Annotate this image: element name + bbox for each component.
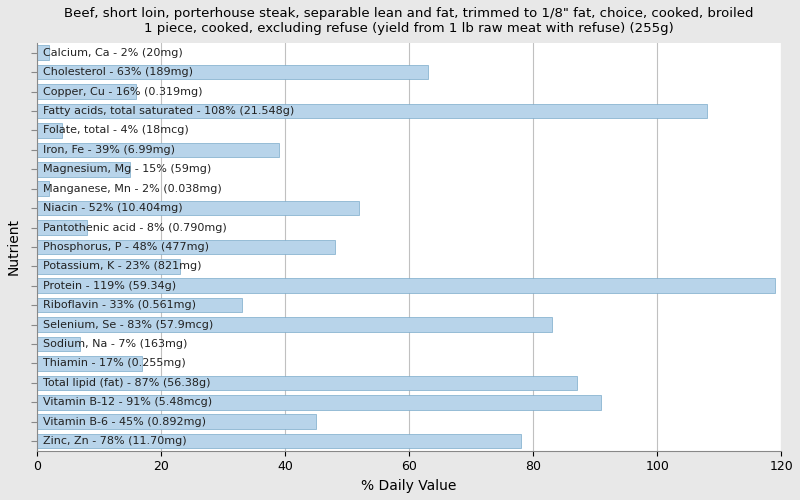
Text: Riboflavin - 33% (0.561mg): Riboflavin - 33% (0.561mg) (43, 300, 196, 310)
Text: Calcium, Ca - 2% (20mg): Calcium, Ca - 2% (20mg) (43, 48, 183, 58)
Text: Niacin - 52% (10.404mg): Niacin - 52% (10.404mg) (43, 203, 182, 213)
Text: Copper, Cu - 16% (0.319mg): Copper, Cu - 16% (0.319mg) (43, 86, 202, 97)
Bar (37, 123, 62, 138)
Text: Cholesterol - 63% (189mg): Cholesterol - 63% (189mg) (43, 67, 193, 77)
Text: Total lipid (fat) - 87% (56.38g): Total lipid (fat) - 87% (56.38g) (43, 378, 210, 388)
Bar (37, 240, 334, 254)
Bar (37, 298, 242, 312)
Y-axis label: Nutrient: Nutrient (7, 218, 21, 276)
Text: Selenium, Se - 83% (57.9mcg): Selenium, Se - 83% (57.9mcg) (43, 320, 214, 330)
Text: Iron, Fe - 39% (6.99mg): Iron, Fe - 39% (6.99mg) (43, 145, 175, 155)
Bar (37, 201, 359, 216)
Text: Pantothenic acid - 8% (0.790mg): Pantothenic acid - 8% (0.790mg) (43, 222, 227, 232)
Bar (37, 414, 316, 429)
Text: Protein - 119% (59.34g): Protein - 119% (59.34g) (43, 280, 176, 290)
Text: Phosphorus, P - 48% (477mg): Phosphorus, P - 48% (477mg) (43, 242, 209, 252)
Bar (37, 142, 279, 157)
Bar (37, 356, 142, 370)
Title: Beef, short loin, porterhouse steak, separable lean and fat, trimmed to 1/8" fat: Beef, short loin, porterhouse steak, sep… (64, 7, 754, 35)
Text: Magnesium, Mg - 15% (59mg): Magnesium, Mg - 15% (59mg) (43, 164, 211, 174)
Bar (37, 84, 136, 99)
Bar (37, 278, 775, 293)
Bar (37, 220, 86, 235)
Bar (37, 318, 552, 332)
Bar (37, 182, 50, 196)
Bar (37, 104, 706, 118)
Text: Zinc, Zn - 78% (11.70mg): Zinc, Zn - 78% (11.70mg) (43, 436, 186, 446)
Text: Sodium, Na - 7% (163mg): Sodium, Na - 7% (163mg) (43, 339, 187, 349)
Bar (37, 65, 428, 80)
Bar (37, 259, 179, 274)
Text: Thiamin - 17% (0.255mg): Thiamin - 17% (0.255mg) (43, 358, 186, 368)
Text: Fatty acids, total saturated - 108% (21.548g): Fatty acids, total saturated - 108% (21.… (43, 106, 294, 116)
Text: Manganese, Mn - 2% (0.038mg): Manganese, Mn - 2% (0.038mg) (43, 184, 222, 194)
Bar (37, 336, 80, 351)
Text: Vitamin B-12 - 91% (5.48mcg): Vitamin B-12 - 91% (5.48mcg) (43, 397, 212, 407)
Text: Vitamin B-6 - 45% (0.892mg): Vitamin B-6 - 45% (0.892mg) (43, 416, 206, 426)
Bar (37, 434, 521, 448)
Bar (37, 376, 577, 390)
X-axis label: % Daily Value: % Daily Value (362, 479, 457, 493)
Text: Folate, total - 4% (18mcg): Folate, total - 4% (18mcg) (43, 126, 189, 136)
Bar (37, 395, 602, 409)
Text: Potassium, K - 23% (821mg): Potassium, K - 23% (821mg) (43, 262, 202, 272)
Bar (37, 162, 130, 176)
Bar (37, 46, 50, 60)
